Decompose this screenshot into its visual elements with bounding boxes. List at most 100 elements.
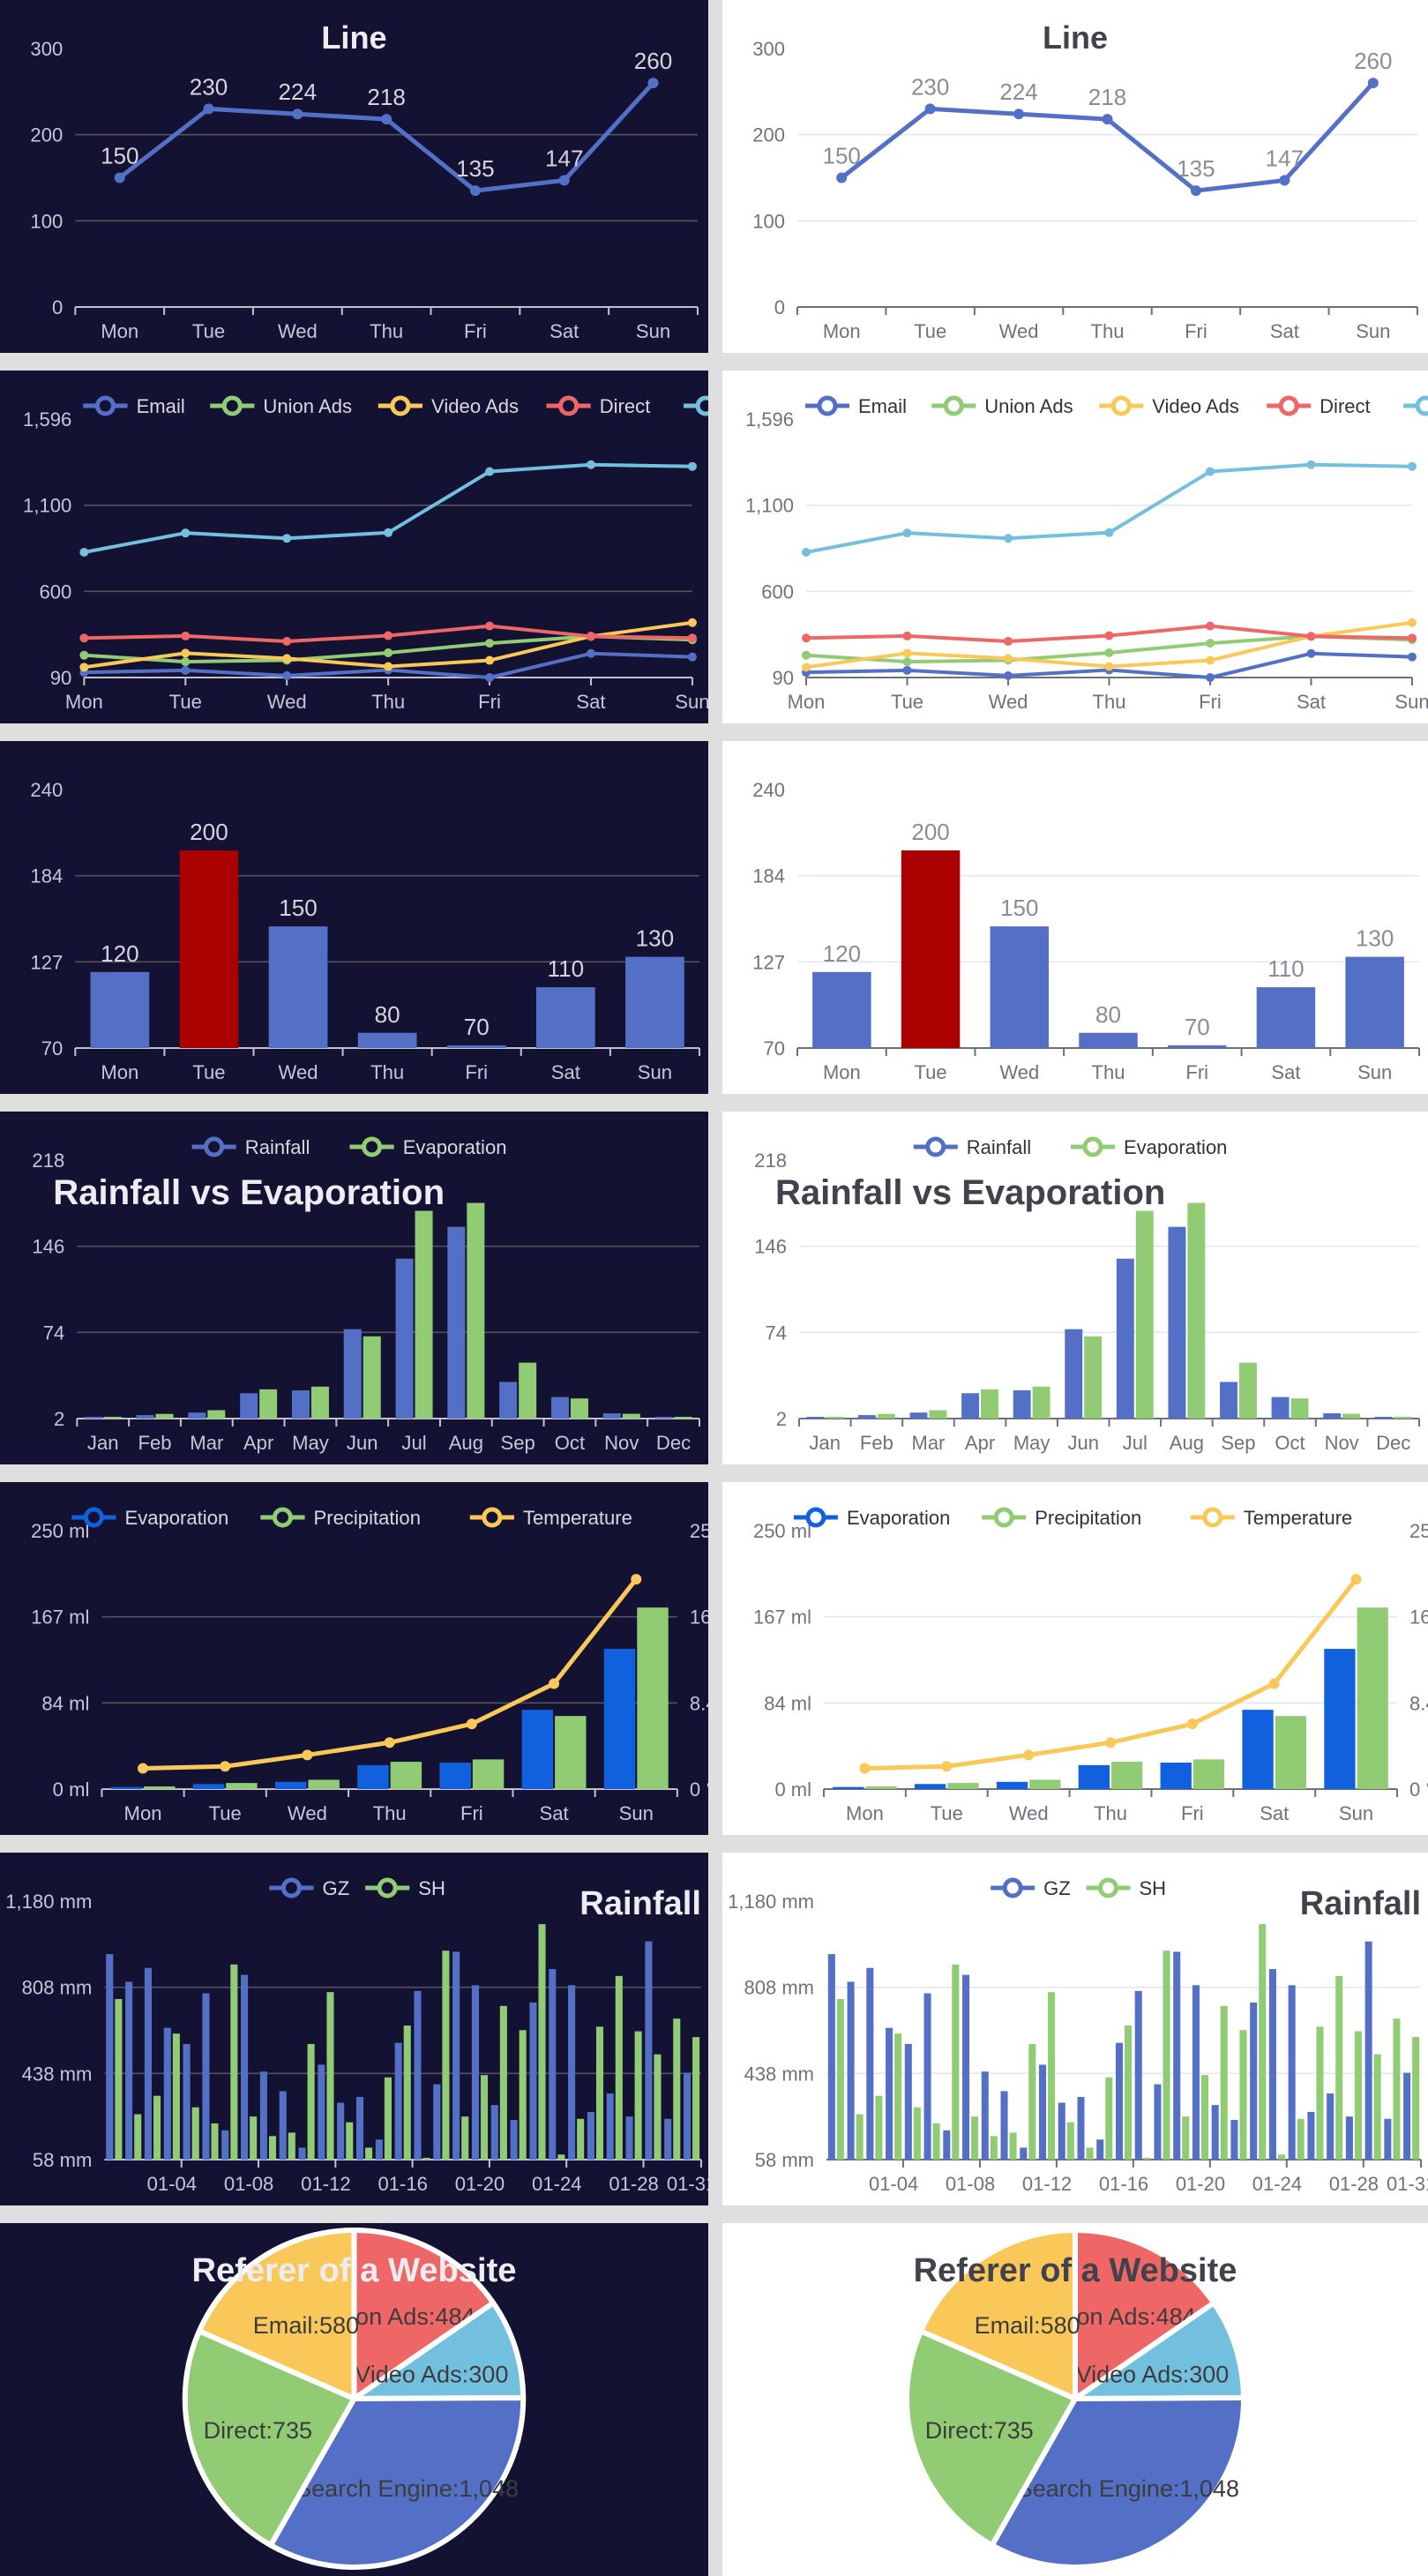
bar-sun[interactable] bbox=[1345, 956, 1404, 1048]
data-point[interactable] bbox=[203, 103, 214, 115]
bar[interactable] bbox=[422, 2158, 430, 2160]
bar[interactable] bbox=[343, 1329, 362, 1419]
bar[interactable] bbox=[259, 2071, 267, 2160]
bar[interactable] bbox=[207, 1410, 226, 1419]
bar[interactable] bbox=[1364, 1941, 1372, 2160]
bar[interactable] bbox=[1323, 1413, 1342, 1419]
data-point[interactable] bbox=[647, 78, 659, 89]
data-point[interactable] bbox=[802, 663, 811, 672]
data-point[interactable] bbox=[1004, 534, 1013, 543]
bar[interactable] bbox=[1187, 1202, 1206, 1419]
bar[interactable] bbox=[615, 1975, 623, 2160]
bar[interactable] bbox=[357, 1764, 389, 1789]
data-point[interactable] bbox=[384, 631, 393, 640]
bar-series-evaporation[interactable] bbox=[103, 1202, 692, 1419]
bar[interactable] bbox=[211, 2123, 219, 2160]
pie-slice-direct[interactable] bbox=[904, 2328, 1078, 2549]
data-point[interactable] bbox=[902, 657, 912, 667]
bar[interactable] bbox=[866, 1967, 874, 2160]
bar[interactable] bbox=[943, 2130, 951, 2160]
line-series-direct[interactable] bbox=[802, 621, 1417, 646]
data-point[interactable] bbox=[384, 662, 393, 671]
bar[interactable] bbox=[1182, 2116, 1190, 2160]
bar-thu[interactable] bbox=[1079, 1032, 1138, 1048]
legend-item-temperature[interactable]: Temperature bbox=[1190, 1507, 1353, 1529]
bar[interactable] bbox=[415, 1210, 433, 1419]
data-point[interactable] bbox=[586, 460, 596, 469]
bar[interactable] bbox=[221, 2130, 229, 2160]
data-point[interactable] bbox=[79, 663, 89, 672]
data-point[interactable] bbox=[485, 639, 495, 648]
data-point[interactable] bbox=[902, 631, 912, 640]
legend-item-rainfall[interactable]: Rainfall bbox=[913, 1136, 1031, 1158]
bar-mon[interactable] bbox=[812, 971, 871, 1048]
bar[interactable] bbox=[1327, 2093, 1335, 2160]
bar[interactable] bbox=[568, 1985, 576, 2160]
bar[interactable] bbox=[394, 2042, 402, 2160]
bar[interactable] bbox=[1230, 2120, 1238, 2160]
bar-series-rainfall[interactable] bbox=[84, 1226, 673, 1419]
data-point[interactable] bbox=[924, 103, 936, 115]
data-point[interactable] bbox=[79, 633, 89, 643]
legend-item-email[interactable]: Email bbox=[83, 395, 185, 417]
data-point[interactable] bbox=[1023, 1749, 1035, 1761]
data-point[interactable] bbox=[1004, 654, 1013, 663]
data-point[interactable] bbox=[631, 1574, 642, 1585]
bar-mon[interactable] bbox=[90, 971, 150, 1048]
bar[interactable] bbox=[103, 1417, 122, 1419]
data-point[interactable] bbox=[802, 547, 811, 557]
bar[interactable] bbox=[439, 1762, 471, 1789]
line-series-video-ads[interactable] bbox=[79, 618, 697, 672]
bar[interactable] bbox=[622, 1413, 640, 1419]
bar-series-rainfall[interactable] bbox=[806, 1226, 1393, 1419]
bar[interactable] bbox=[298, 2147, 306, 2160]
bar[interactable] bbox=[155, 1413, 174, 1419]
bar[interactable] bbox=[1393, 2018, 1401, 2160]
data-point[interactable] bbox=[1105, 1737, 1116, 1749]
bar[interactable] bbox=[913, 2107, 921, 2160]
bar[interactable] bbox=[346, 2122, 354, 2160]
pie-slice-video-ads[interactable] bbox=[1073, 2300, 1246, 2401]
bar[interactable] bbox=[962, 1974, 970, 2160]
bar[interactable] bbox=[806, 1417, 825, 1419]
data-point[interactable] bbox=[466, 1719, 477, 1730]
bar[interactable] bbox=[188, 1412, 206, 1419]
legend-item-evaporation[interactable]: Evaporation bbox=[71, 1507, 228, 1529]
data-point[interactable] bbox=[1190, 185, 1201, 197]
data-point[interactable] bbox=[1104, 662, 1114, 671]
bar[interactable] bbox=[1077, 2096, 1085, 2160]
bar-series-evaporation[interactable] bbox=[833, 1649, 1356, 1789]
legend-item-video-ads[interactable]: Video Ads bbox=[1099, 395, 1239, 417]
bar[interactable] bbox=[291, 1389, 310, 1419]
data-point[interactable] bbox=[485, 655, 495, 665]
bar[interactable] bbox=[240, 1393, 258, 1419]
bar[interactable] bbox=[654, 1417, 673, 1419]
pie-slice-union-ads[interactable] bbox=[351, 2228, 497, 2401]
bar[interactable] bbox=[250, 2116, 258, 2160]
data-point[interactable] bbox=[485, 673, 495, 682]
data-point[interactable] bbox=[687, 461, 697, 471]
bar[interactable] bbox=[877, 1413, 895, 1419]
legend-item-rainfall[interactable]: Rainfall bbox=[191, 1136, 310, 1158]
bar[interactable] bbox=[1192, 1985, 1200, 2160]
bar[interactable] bbox=[634, 2031, 642, 2160]
bar[interactable] bbox=[577, 2118, 585, 2160]
bar-wed[interactable] bbox=[990, 926, 1050, 1048]
data-point[interactable] bbox=[1408, 633, 1417, 643]
bar[interactable] bbox=[952, 1964, 960, 2160]
bar[interactable] bbox=[1111, 1762, 1143, 1789]
bar[interactable] bbox=[1345, 2116, 1353, 2160]
bar[interactable] bbox=[1403, 2072, 1411, 2160]
bar[interactable] bbox=[674, 1417, 692, 1419]
bar[interactable] bbox=[153, 2095, 161, 2160]
bar[interactable] bbox=[1000, 2091, 1008, 2160]
bar[interactable] bbox=[1125, 2026, 1133, 2160]
bar[interactable] bbox=[557, 2154, 565, 2160]
bar[interactable] bbox=[555, 1716, 587, 1789]
legend-item-sh[interactable]: SH bbox=[1086, 1877, 1167, 1899]
bar[interactable] bbox=[499, 1382, 518, 1419]
bar[interactable] bbox=[490, 2105, 498, 2160]
data-point[interactable] bbox=[836, 172, 848, 183]
bar[interactable] bbox=[1154, 2084, 1162, 2160]
data-point[interactable] bbox=[181, 528, 191, 538]
